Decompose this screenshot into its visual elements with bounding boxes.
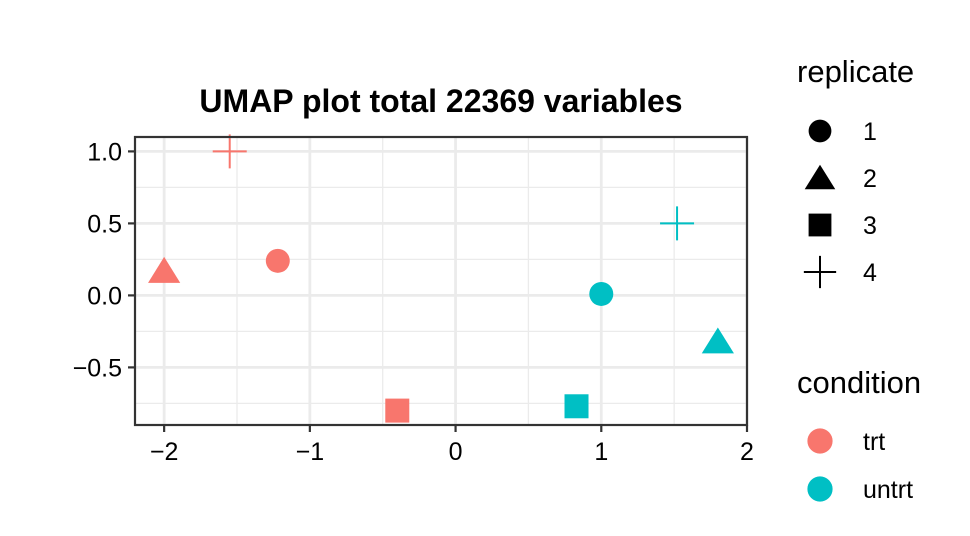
y-tick-label: 0.5 bbox=[87, 210, 122, 238]
chart-title: UMAP plot total 22369 variables bbox=[199, 83, 682, 119]
x-tick-label: −1 bbox=[296, 438, 325, 466]
y-tick-label: 1.0 bbox=[87, 138, 122, 166]
x-tick-label: −2 bbox=[150, 438, 179, 466]
legend-key-replicate-4 bbox=[803, 255, 837, 289]
legend-label-replicate: 2 bbox=[863, 165, 877, 193]
legend-title-replicate: replicate bbox=[797, 54, 914, 89]
y-tick-label: 0.0 bbox=[87, 282, 122, 310]
data-point-untrt-rep2 bbox=[701, 327, 734, 354]
data-points bbox=[148, 134, 734, 423]
legend-label-condition: trt bbox=[863, 428, 885, 456]
grid bbox=[135, 137, 749, 425]
data-point-untrt-rep3 bbox=[564, 394, 589, 419]
data-point-untrt-rep1 bbox=[589, 281, 614, 306]
x-tick-label: 2 bbox=[740, 438, 754, 466]
legend-label-replicate: 4 bbox=[863, 259, 877, 287]
data-point-trt-rep3 bbox=[385, 398, 410, 423]
legend-label-replicate: 3 bbox=[863, 212, 877, 240]
legend-key-replicate-3 bbox=[808, 213, 832, 237]
plot-panel-border bbox=[133, 135, 749, 427]
legends: replicate 1 2 3 4 condition trt untrt bbox=[797, 54, 921, 504]
legend-key-condition-trt bbox=[807, 428, 833, 454]
data-point-trt-rep2 bbox=[148, 256, 181, 283]
legend-title-condition: condition bbox=[797, 365, 921, 400]
legend-label-condition: untrt bbox=[863, 476, 913, 504]
x-tick-label: 1 bbox=[594, 438, 608, 466]
data-point-trt-rep4 bbox=[212, 134, 247, 169]
legend-key-replicate-2 bbox=[804, 164, 836, 190]
axes: −2 −1 0 1 2 −0.5 0.0 0.5 1.0 bbox=[73, 138, 754, 466]
x-tick-label: 0 bbox=[449, 438, 463, 466]
data-point-untrt-rep4 bbox=[660, 206, 695, 241]
legend-key-condition-untrt bbox=[807, 476, 833, 502]
legend-label-replicate: 1 bbox=[863, 118, 877, 146]
data-point-trt-rep1 bbox=[265, 248, 290, 273]
y-tick-label: −0.5 bbox=[73, 354, 122, 382]
legend-key-replicate-1 bbox=[808, 119, 832, 143]
